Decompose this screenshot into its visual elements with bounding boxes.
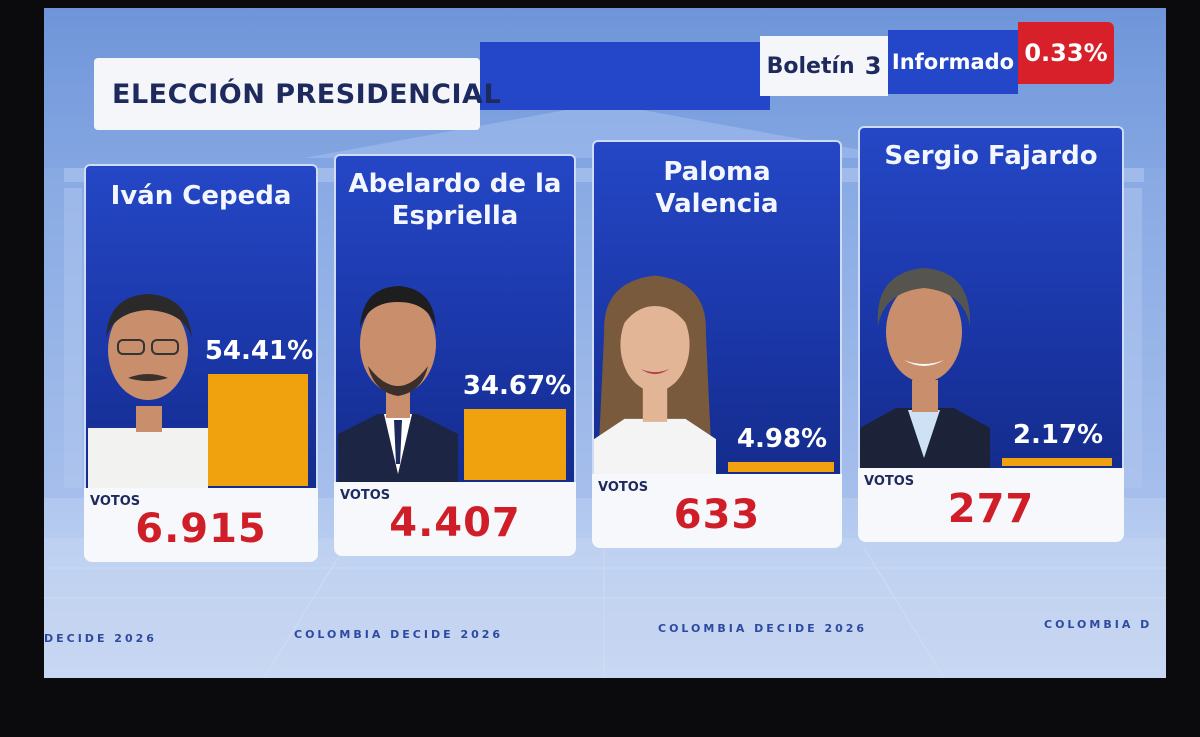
informed-label: Informado (891, 50, 1015, 74)
votes-caption: VOTOS (90, 494, 141, 509)
candidate-name-line2: Valencia (655, 189, 779, 219)
informed-percent-badge: 0.33% (1018, 22, 1114, 84)
votes-caption: VOTOS (864, 474, 915, 489)
footer-watermark: COLOMBIA DECIDE 2026 (658, 622, 868, 635)
candidate-card: Sergio Fajardo 2.17% VOTOS 277 (858, 126, 1124, 544)
candidate-panel: Abelardo de la Espriella 34.67% (334, 154, 576, 486)
footer-watermark: DECIDE 2026 (44, 632, 157, 645)
page-title: ELECCIÓN PRESIDENCIAL (112, 78, 502, 110)
candidate-panel: Iván Cepeda 54.41% (84, 164, 318, 492)
footer-watermark: COLOMBIA DECIDE 2026 (294, 628, 504, 641)
votes-box: VOTOS 4.407 (334, 482, 576, 556)
candidate-portrait (338, 286, 458, 484)
bulletin-number: 3 (864, 52, 882, 80)
candidate-name-line2: Espriella (391, 201, 519, 231)
tv-screen: ELECCIÓN PRESIDENCIAL Boletín 3 Informad… (44, 8, 1166, 678)
candidate-name: Sergio Fajardo (884, 141, 1098, 171)
votes-caption: VOTOS (598, 480, 649, 495)
votes-box: VOTOS 277 (858, 468, 1124, 542)
votes-count: 4.407 (389, 500, 521, 546)
informed-percent: 0.33% (1024, 39, 1108, 67)
votes-box: VOTOS 633 (592, 474, 842, 548)
candidate-name: Abelardo de la (348, 169, 562, 199)
bar-percent-label: 54.41% (204, 336, 314, 366)
candidate-portrait (594, 275, 716, 475)
candidate-portrait (860, 268, 990, 468)
candidate-name: Paloma (663, 157, 771, 187)
votes-box: VOTOS 6.915 (84, 488, 318, 562)
bar (464, 409, 566, 480)
votes-caption: VOTOS (340, 488, 391, 503)
title-bar: ELECCIÓN PRESIDENCIAL (94, 58, 501, 130)
bulletin-label: Boletín (766, 53, 855, 79)
votes-count: 633 (673, 492, 761, 538)
informed-badge: Informado (888, 30, 1018, 94)
bar-percent-label: 4.98% (736, 424, 828, 454)
votes-count: 6.915 (135, 506, 267, 552)
candidate-card: Abelardo de la Espriella 34.67% VOTOS 4.… (334, 154, 576, 556)
bar-percent-label: 2.17% (1012, 420, 1104, 450)
candidate-card: Iván Cepeda 54.41% VOTOS 6.915 (84, 164, 318, 562)
bar-percent-label: 34.67% (462, 371, 572, 401)
bulletin-badge: Boletín 3 (760, 36, 888, 96)
candidate-panel: Paloma Valencia 4.98% (592, 140, 842, 478)
bar (208, 374, 308, 486)
footer-watermark: COLOMBIA D (1044, 618, 1153, 631)
candidate-name: Iván Cepeda (110, 181, 292, 211)
candidate-card: Paloma Valencia 4.98% VOTOS 633 (592, 140, 842, 550)
votes-count: 277 (947, 486, 1035, 532)
bar (728, 462, 834, 472)
title-stripe (480, 42, 770, 110)
candidate-panel: Sergio Fajardo 2.17% (858, 126, 1124, 472)
bar (1002, 458, 1112, 466)
candidate-portrait (88, 294, 208, 488)
